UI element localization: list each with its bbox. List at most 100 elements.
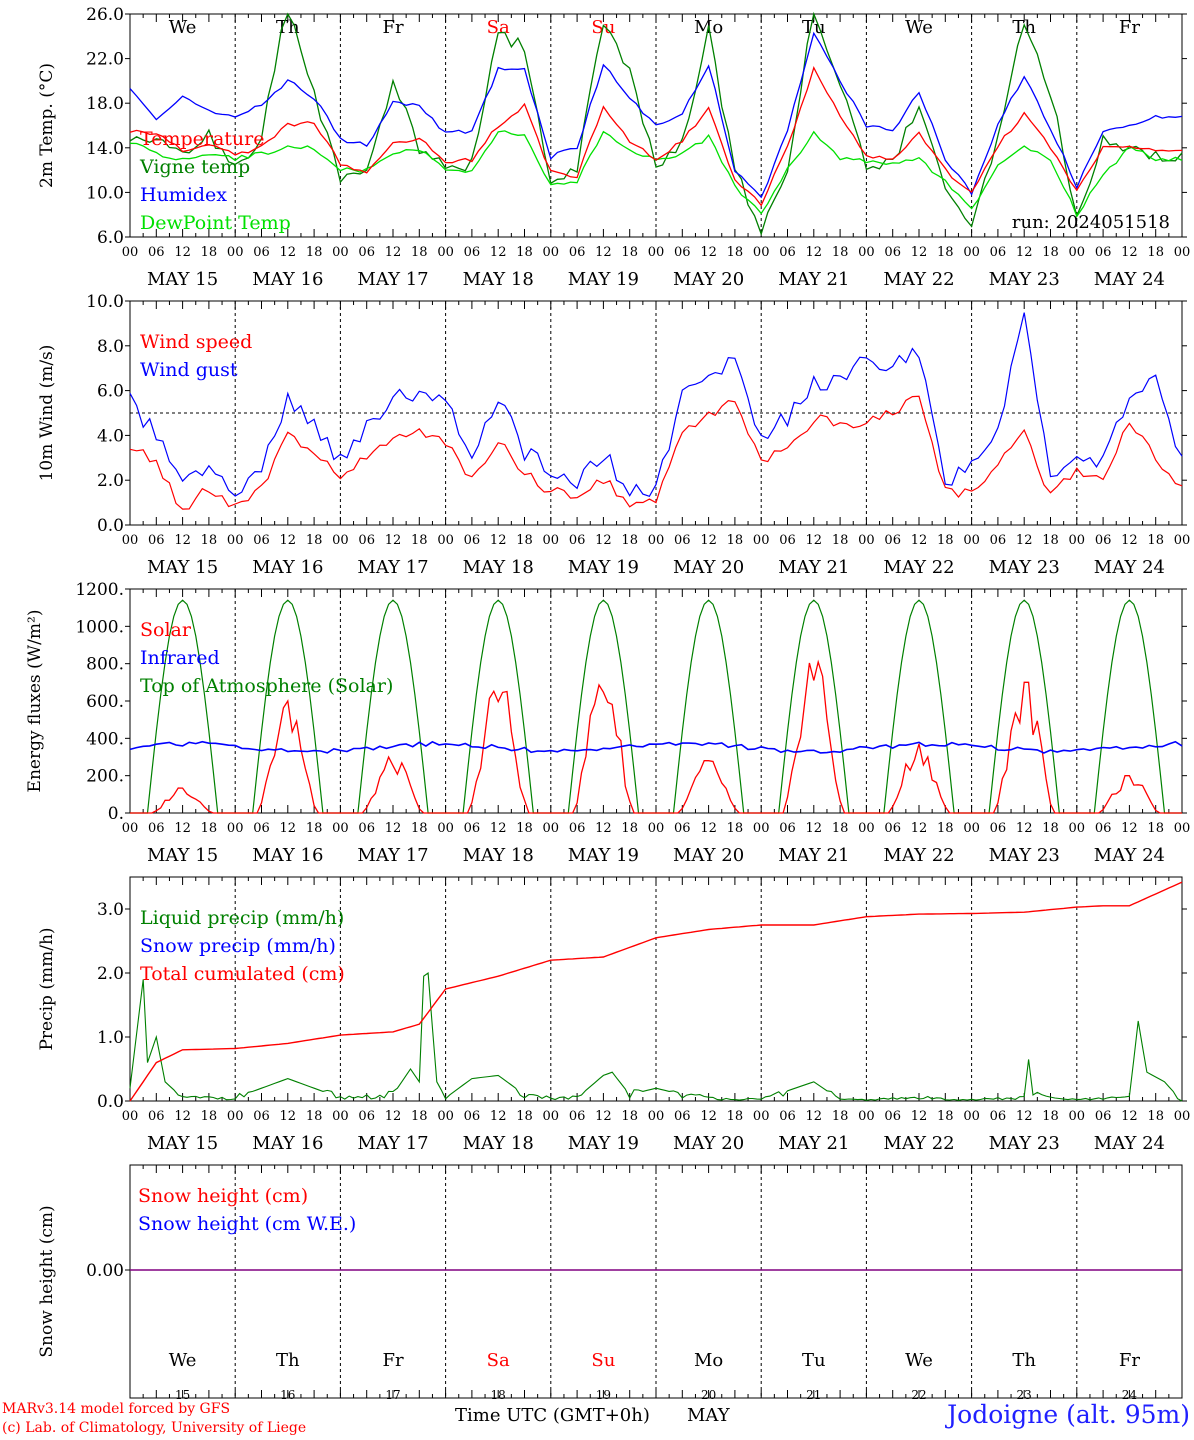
hour-tick-label: 12 — [280, 1109, 297, 1124]
hour-tick-label: 06 — [990, 533, 1007, 548]
y-tick-label: 18.0 — [86, 94, 124, 114]
legend-entry: Snow precip (mm/h) — [140, 935, 336, 957]
date-label: MAY 20 — [673, 845, 744, 866]
hour-tick-label: 06 — [779, 1109, 796, 1124]
footer-model: MARv3.14 model forced by GFS — [2, 1401, 231, 1417]
date-label: MAY 17 — [357, 269, 428, 290]
hour-tick-label: 00 — [122, 245, 139, 260]
hour-tick-label: 00 — [858, 245, 875, 260]
y-tick-label: 22.0 — [86, 50, 124, 70]
date-label: MAY 17 — [357, 557, 428, 578]
hour-tick-label: 00 — [437, 533, 454, 548]
hour-tick-label: 06 — [358, 533, 375, 548]
hour-tick-label: 12 — [1121, 1109, 1138, 1124]
weekday-label: Tu — [802, 1350, 826, 1371]
hour-tick-label: 18 — [411, 1109, 428, 1124]
day-number-label: 22 — [911, 1388, 926, 1402]
hour-tick-label: 06 — [990, 245, 1007, 260]
hour-tick-label: 00 — [122, 1109, 139, 1124]
hour-tick-label: 00 — [858, 1109, 875, 1124]
xaxis-month: MAY — [687, 1405, 730, 1426]
legend-entry: Liquid precip (mm/h) — [140, 907, 344, 929]
xaxis-title: Time UTC (GMT+0h) — [455, 1405, 650, 1426]
series-line-liquid-precip — [129, 971, 1183, 1102]
date-label: MAY 22 — [883, 269, 954, 290]
hour-tick-label: 12 — [280, 533, 297, 548]
y-tick-label: 4.0 — [97, 426, 124, 446]
date-label: MAY 15 — [147, 557, 218, 578]
hour-tick-label: 00 — [648, 821, 665, 836]
date-label: MAY 23 — [989, 269, 1060, 290]
y-axis-label: Snow height (cm) — [37, 1205, 57, 1357]
hour-tick-label: 18 — [516, 533, 533, 548]
hour-tick-label: 12 — [911, 821, 928, 836]
hour-tick-label: 12 — [911, 533, 928, 548]
hour-tick-label: 00 — [227, 1109, 244, 1124]
series-line-total-cumulated — [129, 881, 1183, 1102]
weekday-label: Sa — [487, 1350, 510, 1371]
y-tick-label: 10.0 — [86, 292, 124, 312]
hour-tick-label: 18 — [1147, 245, 1164, 260]
hour-tick-label: 12 — [700, 1109, 717, 1124]
hour-tick-label: 18 — [1042, 1109, 1059, 1124]
hour-tick-label: 12 — [490, 245, 507, 260]
date-label: MAY 16 — [252, 1133, 323, 1154]
y-tick-label: 400. — [86, 729, 124, 749]
hour-tick-label: 06 — [884, 821, 901, 836]
hour-tick-label: 18 — [306, 245, 323, 260]
series-line-humidex — [129, 31, 1183, 199]
y-tick-label: 1000. — [75, 617, 124, 637]
hour-tick-label: 06 — [253, 533, 270, 548]
series-line-dewpoint-temp — [129, 130, 1183, 218]
date-label: MAY 15 — [147, 845, 218, 866]
hour-tick-label: 00 — [543, 821, 560, 836]
weekday-label: Fr — [382, 1350, 403, 1371]
hour-tick-label: 06 — [884, 533, 901, 548]
hour-tick-label: 06 — [674, 533, 691, 548]
date-label: MAY 19 — [568, 557, 639, 578]
day-number-label: 15 — [175, 1388, 190, 1402]
hour-tick-label: 06 — [1095, 245, 1112, 260]
legend-entry: DewPoint Temp — [140, 212, 291, 234]
weekday-label: Fr — [1119, 17, 1140, 38]
hour-tick-label: 00 — [1069, 533, 1086, 548]
date-label: MAY 19 — [568, 1133, 639, 1154]
day-number-label: 20 — [701, 1388, 716, 1402]
hour-tick-label: 18 — [201, 245, 218, 260]
hour-tick-label: 12 — [1016, 245, 1033, 260]
y-tick-label: 2.0 — [97, 471, 124, 491]
y-tick-label: 1.0 — [97, 1028, 124, 1048]
hour-tick-label: 00 — [122, 821, 139, 836]
hour-tick-label: 00 — [1174, 245, 1191, 260]
day-number-label: 17 — [385, 1388, 400, 1402]
hour-tick-label: 18 — [937, 533, 954, 548]
weekday-label: Fr — [1119, 1350, 1140, 1371]
hour-tick-label: 18 — [937, 821, 954, 836]
hour-tick-label: 06 — [148, 245, 165, 260]
date-label: MAY 16 — [252, 269, 323, 290]
date-label: MAY 24 — [1094, 269, 1165, 290]
hour-tick-label: 06 — [464, 245, 481, 260]
hour-tick-label: 00 — [543, 1109, 560, 1124]
hour-tick-label: 06 — [884, 1109, 901, 1124]
hour-tick-label: 00 — [437, 1109, 454, 1124]
hour-tick-label: 00 — [963, 1109, 980, 1124]
hour-tick-label: 18 — [727, 245, 744, 260]
hour-tick-label: 12 — [385, 533, 402, 548]
date-label: MAY 20 — [673, 1133, 744, 1154]
hour-tick-label: 18 — [201, 821, 218, 836]
y-tick-label: 14.0 — [86, 139, 124, 159]
hour-tick-label: 18 — [727, 1109, 744, 1124]
day-number-label: 18 — [491, 1388, 506, 1402]
hour-tick-label: 00 — [1069, 245, 1086, 260]
date-label: MAY 24 — [1094, 845, 1165, 866]
run-annotation: run: 2024051518 — [1012, 212, 1170, 233]
hour-tick-label: 12 — [174, 821, 191, 836]
hour-tick-label: 18 — [516, 1109, 533, 1124]
hour-tick-label: 18 — [1147, 533, 1164, 548]
panel-1 — [129, 13, 1183, 238]
hour-tick-label: 12 — [1016, 1109, 1033, 1124]
weekday-label: We — [169, 17, 197, 38]
hour-tick-label: 12 — [490, 821, 507, 836]
hour-tick-label: 12 — [385, 245, 402, 260]
